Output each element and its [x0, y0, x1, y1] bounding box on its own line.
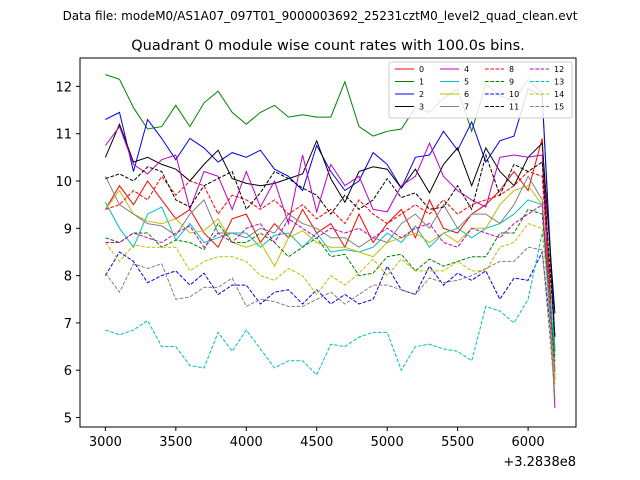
- legend-label-4: 4: [464, 65, 469, 74]
- y-tick-label: 10: [55, 175, 72, 190]
- legend-label-8: 8: [509, 65, 514, 74]
- x-tick-label: 3500: [159, 435, 192, 450]
- series-line-8: [105, 170, 556, 371]
- y-tick-label: 9: [64, 222, 72, 237]
- legend-label-6: 6: [464, 90, 469, 99]
- series-line-0: [104, 138, 556, 380]
- series-line-9: [105, 208, 556, 361]
- chart-title: Quadrant 0 module wise count rates with …: [131, 38, 525, 54]
- plot-lines: [104, 74, 556, 409]
- x-axis: 3000 3500 4000 4500 5000 5500 6000: [89, 427, 545, 450]
- series-line-10: [104, 250, 556, 371]
- series-line-13: [105, 232, 556, 376]
- series-line-15: [104, 246, 556, 394]
- legend-label-0: 0: [419, 65, 424, 74]
- legend-label-13: 13: [554, 78, 564, 87]
- y-axis: 5 6 7 8 9 10 11 12: [55, 80, 80, 427]
- series-line-3: [104, 122, 556, 314]
- x-tick-label: 3000: [89, 435, 122, 450]
- legend-label-3: 3: [419, 103, 424, 112]
- legend-label-15: 15: [554, 103, 564, 112]
- legend-label-7: 7: [464, 103, 469, 112]
- y-tick-label: 7: [64, 317, 72, 332]
- y-tick-label: 12: [55, 80, 72, 95]
- legend-label-9: 9: [509, 78, 514, 87]
- legend-label-14: 14: [554, 90, 564, 99]
- series-line-12: [105, 203, 556, 376]
- x-axis-offset-label: +3.2838e8: [503, 455, 576, 470]
- legend-box: [388, 61, 573, 119]
- y-tick-label: 8: [64, 270, 72, 285]
- legend-label-1: 1: [419, 78, 424, 87]
- legend-label-12: 12: [554, 65, 564, 74]
- series-line-11: [105, 153, 556, 338]
- series-line-4: [104, 125, 556, 409]
- legend-label-2: 2: [419, 90, 424, 99]
- axes-frame: [79, 57, 577, 428]
- chart-supertitle: Data file: modeM0/AS1A07_097T01_90000036…: [63, 9, 578, 23]
- series-line-5: [104, 199, 556, 357]
- x-tick-label: 4000: [230, 435, 263, 450]
- legend-label-11: 11: [509, 103, 519, 112]
- legend-label-5: 5: [464, 78, 469, 87]
- y-tick-label: 11: [55, 128, 72, 143]
- y-tick-label: 6: [64, 364, 72, 379]
- series-line-6: [104, 185, 556, 385]
- series-line-2: [105, 88, 556, 338]
- x-tick-label: 5500: [441, 435, 474, 450]
- y-tick-label: 5: [64, 412, 72, 427]
- legend-label-10: 10: [509, 90, 519, 99]
- x-tick-label: 4500: [300, 435, 333, 450]
- x-tick-label: 6000: [512, 435, 545, 450]
- series-line-14: [104, 223, 556, 376]
- x-tick-label: 5000: [371, 435, 404, 450]
- series-line-7: [104, 175, 556, 399]
